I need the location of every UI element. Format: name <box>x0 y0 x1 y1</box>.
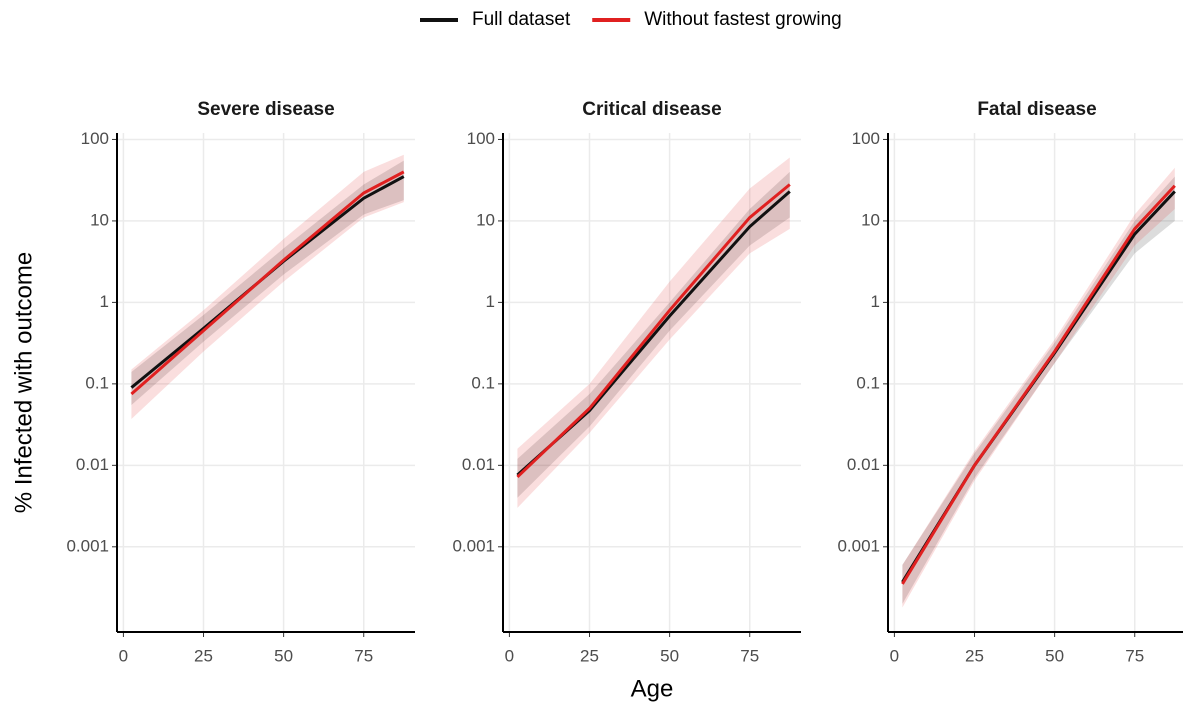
panel: Critical disease 0.001 0.01 0.1 1 10 100 0 25 50 7… <box>452 99 801 665</box>
x-tick-label: 25 <box>965 646 984 665</box>
x-tick-label: 25 <box>194 646 213 665</box>
y-axis-label: % Infected with outcome <box>10 252 37 513</box>
legend-label: Without fastest growing <box>644 9 841 30</box>
y-tick-label: 100 <box>852 129 880 148</box>
line <box>516 183 791 479</box>
x-tick-label: 50 <box>274 646 293 665</box>
y-tick-label: 1 <box>100 292 109 311</box>
x-tick-label: 50 <box>1045 646 1064 665</box>
x-tick-label: 75 <box>354 646 373 665</box>
x-tick-label: 0 <box>890 646 899 665</box>
y-tick-label: 0.001 <box>452 536 495 555</box>
y-tick-label: 1 <box>486 292 495 311</box>
legend-label: Full dataset <box>472 9 571 30</box>
confidence-band <box>902 176 1175 604</box>
line <box>901 184 1176 585</box>
line <box>130 170 405 396</box>
panel: Severe disease 0.001 0.01 0.1 1 10 100 0 25 50 75 <box>66 99 415 665</box>
y-tick-label: 0.001 <box>66 536 109 555</box>
panel: Fatal disease 0.001 0.01 0.1 1 10 100 0 25 50 75 <box>837 99 1183 665</box>
y-tick-label: 0.01 <box>462 455 495 474</box>
y-tick-label: 10 <box>861 210 880 229</box>
panel-title: Fatal disease <box>977 99 1096 120</box>
panel-title: Severe disease <box>197 99 334 120</box>
y-tick-label: 0.1 <box>85 373 109 392</box>
y-tick-label: 10 <box>90 210 109 229</box>
x-tick-label: 50 <box>660 646 679 665</box>
y-tick-label: 1 <box>871 292 880 311</box>
y-tick-label: 100 <box>467 129 495 148</box>
y-tick-label: 10 <box>476 210 495 229</box>
x-tick-label: 0 <box>119 646 128 665</box>
x-axis-label: Age <box>631 675 674 702</box>
y-tick-label: 0.1 <box>471 373 495 392</box>
y-tick-label: 0.1 <box>856 373 880 392</box>
y-tick-label: 100 <box>81 129 109 148</box>
x-tick-label: 0 <box>505 646 514 665</box>
x-tick-label: 75 <box>1125 646 1144 665</box>
y-tick-label: 0.01 <box>847 455 880 474</box>
y-tick-label: 0.01 <box>76 455 109 474</box>
y-tick-label: 0.001 <box>837 536 880 555</box>
x-tick-label: 25 <box>580 646 599 665</box>
x-tick-label: 75 <box>740 646 759 665</box>
panel-title: Critical disease <box>582 99 721 120</box>
